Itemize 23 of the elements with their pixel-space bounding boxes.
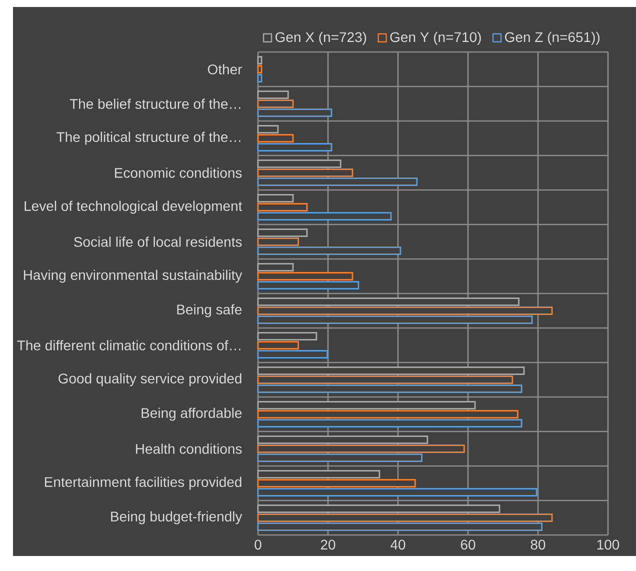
x-tick-label: 60 xyxy=(460,540,476,550)
y-tick-label: The belief structure of the… xyxy=(70,98,240,109)
y-tick-label: The different climatic conditions of… xyxy=(17,340,240,350)
x-tick-label: 0 xyxy=(254,540,262,550)
y-tick-label: Level of technological development xyxy=(24,200,242,214)
y-tick-label: Entertainment facilities provided xyxy=(44,476,242,490)
y-tick-label: Good quality service provided xyxy=(58,373,242,386)
legend-label: Gen Z (n=651)) xyxy=(505,32,600,45)
x-tick-label: 80 xyxy=(530,540,546,550)
y-tick-label: Social life of local residents xyxy=(74,236,242,247)
y-tick-label: Having environmental sustainability xyxy=(24,270,242,283)
y-tick-label: Health conditions xyxy=(136,444,242,454)
x-tick-label: 40 xyxy=(390,540,406,550)
legend-label: Gen Y (n=710) xyxy=(390,32,481,45)
y-tick-label: The political structure of the… xyxy=(56,132,240,145)
y-tick-label: Being safe xyxy=(177,304,242,318)
legend-label: Gen X (n=723) xyxy=(276,32,366,45)
x-tick-label: 20 xyxy=(320,540,336,550)
y-tick-label: Other xyxy=(208,64,242,74)
y-tick-label: Being affordable xyxy=(142,408,242,421)
x-tick-label: 100 xyxy=(597,540,620,550)
y-tick-label: Being budget-friendly xyxy=(111,511,242,524)
y-tick-label: Economic conditions xyxy=(115,168,242,178)
